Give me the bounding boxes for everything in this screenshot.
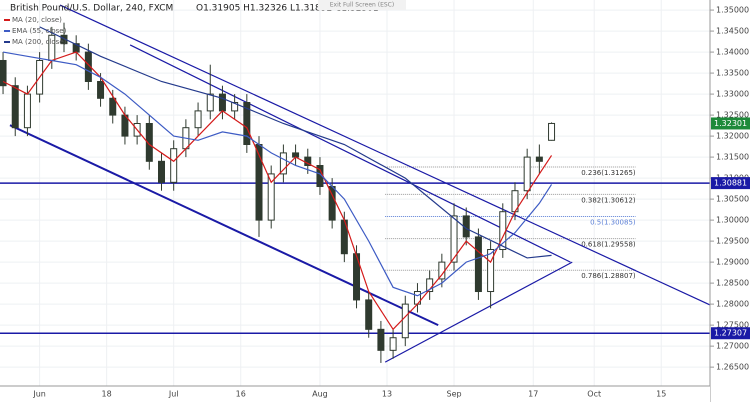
- ohlc-header: O1.31905 H1.32326 L1.31892 C1.32301: [196, 4, 379, 14]
- x-tick-label: 16: [236, 390, 246, 399]
- candle-body: [11, 85, 19, 129]
- legend-label: MA (20, close): [12, 16, 62, 24]
- candle-body: [487, 249, 495, 293]
- price-badge-label: 1.27307: [714, 329, 747, 338]
- trendline: [384, 261, 573, 363]
- y-tick-label: 1.34500: [716, 27, 749, 36]
- x-tick-label: Oct: [587, 390, 601, 399]
- candle-body: [535, 156, 543, 162]
- trendline: [9, 124, 439, 327]
- y-tick-label: 1.27000: [716, 342, 749, 351]
- ma-line: [39, 26, 552, 259]
- y-tick-label: 1.33500: [716, 69, 749, 78]
- y-tick-label: 1.28000: [716, 300, 749, 309]
- y-tick-label: 1.35000: [716, 6, 749, 15]
- trendline: [129, 44, 571, 263]
- y-tick-label: 1.30000: [716, 216, 749, 225]
- candle-body: [145, 122, 153, 162]
- candle-body: [377, 328, 385, 351]
- candle-body: [267, 173, 275, 221]
- chart-title: British Pound/U.S. Dollar, 240, FXCM: [10, 4, 173, 14]
- fib-label: 0.5(1.30085): [590, 219, 636, 227]
- exit-button[interactable]: [318, 0, 406, 10]
- x-tick-label: 13: [382, 390, 392, 399]
- x-tick-label: Jun: [32, 390, 46, 399]
- candle-body: [548, 122, 556, 141]
- price-badge: [711, 117, 750, 130]
- candle-body: [243, 101, 251, 146]
- fib-label: 0.236(1.31265): [581, 169, 636, 177]
- candle-body: [389, 337, 397, 351]
- candle-body: [170, 148, 178, 183]
- x-tick-label: 17: [528, 390, 538, 399]
- candle-body: [194, 110, 202, 129]
- candle-body: [0, 59, 7, 87]
- fib-label: 0.382(1.30612): [581, 196, 636, 204]
- y-tick-label: 1.29000: [716, 258, 749, 267]
- candle-body: [523, 156, 531, 192]
- y-tick-label: 1.31500: [716, 153, 749, 162]
- time-axis: [0, 386, 710, 402]
- y-tick-label: 1.30500: [716, 195, 749, 204]
- fib-label: 0.786(1.28807): [581, 272, 636, 280]
- y-tick-label: 1.32500: [716, 111, 749, 120]
- legend-label: MA (200, close): [12, 38, 67, 46]
- y-tick-label: 1.34000: [716, 48, 749, 57]
- candle-body: [401, 303, 409, 339]
- x-tick-label: 18: [102, 390, 112, 399]
- legend-label: EMA (55, close): [12, 27, 67, 35]
- y-tick-label: 1.27500: [716, 321, 749, 330]
- y-tick-label: 1.33000: [716, 90, 749, 99]
- axes: 1.26500 1.27000 1.27500 1.28000 1.28500 1.290…: [4, 6, 750, 399]
- candle-body: [365, 299, 373, 330]
- candle-body: [97, 80, 105, 99]
- grid: [0, 0, 710, 386]
- x-tick-label: Aug: [312, 390, 328, 399]
- candle-body: [218, 93, 226, 112]
- price-badge: [711, 177, 750, 190]
- ma-line: [2, 51, 553, 297]
- y-tick-label: 1.32000: [716, 132, 749, 141]
- price-badge-label: 1.32301: [714, 119, 747, 128]
- x-tick-label: Jul: [168, 390, 179, 399]
- y-tick-label: 1.29500: [716, 237, 749, 246]
- candle-body: [353, 253, 361, 301]
- y-tick-label: 1.26500: [716, 363, 749, 372]
- trendline: [59, 4, 711, 306]
- candle-body: [231, 101, 239, 112]
- price-badge-label: 1.30881: [714, 179, 747, 188]
- candle-body: [450, 215, 458, 263]
- x-tick-label: 15: [656, 390, 666, 399]
- candle-body: [474, 236, 482, 293]
- candle-body: [158, 160, 166, 183]
- candle-body: [279, 152, 287, 175]
- candle-body: [23, 93, 31, 129]
- x-tick-label: Sep: [446, 390, 461, 399]
- exit-button-label[interactable]: Exit Full Screen (ESC): [330, 2, 394, 9]
- price-badge: [711, 327, 750, 340]
- candle-body: [109, 97, 117, 116]
- candle-body: [206, 93, 214, 112]
- y-tick-label: 1.28500: [716, 279, 749, 288]
- candle-body: [84, 51, 92, 82]
- ma-line: [2, 51, 553, 331]
- plot: 0.236(1.31265) 0.382(1.30612) 0.5(1.30085)…: [0, 4, 711, 363]
- fib-label: 0.618(1.29558): [581, 241, 636, 249]
